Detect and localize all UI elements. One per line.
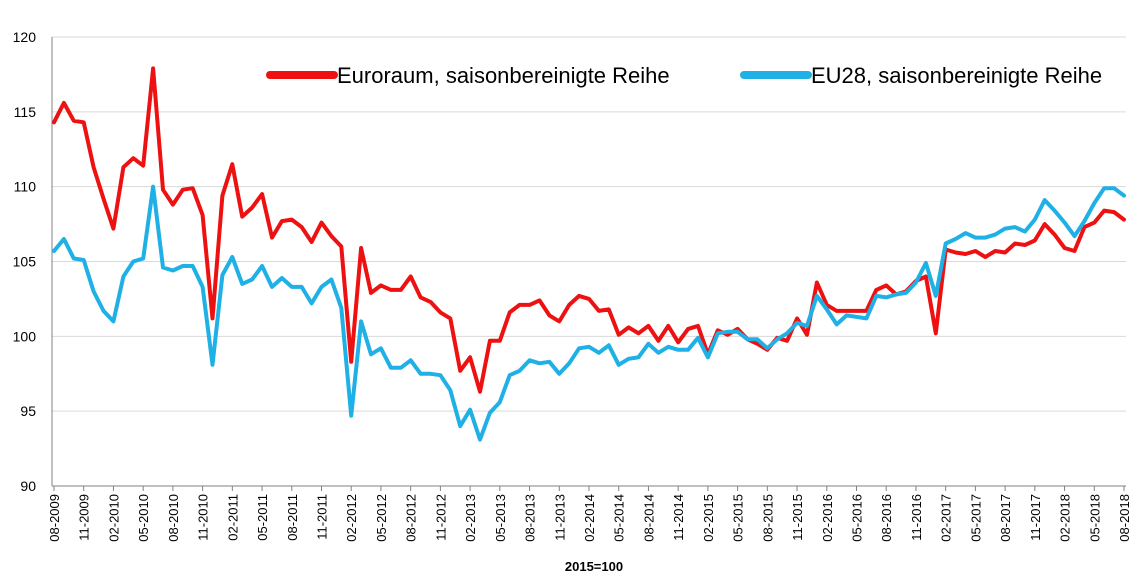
x-tick-label: 05-2016 xyxy=(850,494,865,542)
y-axis-tick-labels: 90 95 100 105 110 115 120 xyxy=(13,29,37,494)
y-tick-label: 120 xyxy=(13,29,37,45)
x-tick-label: 05-2010 xyxy=(136,494,151,542)
x-tick-label: 08-2012 xyxy=(404,494,419,542)
x-tick-label: 02-2013 xyxy=(463,494,478,542)
x-tick-label: 11-2012 xyxy=(433,494,448,541)
x-tick-label: 11-2011 xyxy=(315,494,330,540)
x-axis-label: 2015=100 xyxy=(565,559,623,574)
x-tick-label: 05-2018 xyxy=(1087,494,1102,542)
legend: Euroraum, saisonbereinigte Reihe EU28, s… xyxy=(266,63,1102,88)
x-tick-label: 05-2015 xyxy=(731,494,746,542)
x-tick-label: 02-2017 xyxy=(939,494,954,542)
x-tick-label: 02-2012 xyxy=(344,494,359,542)
x-tick-label: 08-2016 xyxy=(879,494,894,542)
y-tick-label: 105 xyxy=(13,254,37,270)
x-tick-label: 08-2017 xyxy=(998,494,1013,542)
x-tick-label: 02-2016 xyxy=(820,494,835,542)
x-tick-label: 05-2011 xyxy=(255,494,270,541)
x-tick-label: 08-2013 xyxy=(523,494,538,542)
x-tick-label: 11-2015 xyxy=(790,494,805,541)
x-tick-label: 05-2013 xyxy=(493,494,508,542)
x-tick-label: 08-2009 xyxy=(47,494,62,542)
y-tick-label: 110 xyxy=(14,179,37,195)
x-tick-label: 08-2010 xyxy=(166,494,181,542)
x-tick-label: 02-2015 xyxy=(701,494,716,542)
y-tick-label: 90 xyxy=(20,478,36,494)
legend-label-eu28: EU28, saisonbereinigte Reihe xyxy=(811,63,1102,88)
x-tick-label: 08-2018 xyxy=(1117,494,1132,542)
x-tick-label: 11-2016 xyxy=(909,494,924,541)
x-tick-label: 11-2017 xyxy=(1028,494,1043,541)
series-lines xyxy=(52,66,1126,442)
x-tick-label: 02-2010 xyxy=(106,494,121,542)
x-tick-label: 11-2009 xyxy=(77,494,92,541)
x-tick-label: 02-2011 xyxy=(225,494,240,541)
x-tick-label: 11-2014 xyxy=(671,494,686,541)
x-tick-label: 05-2014 xyxy=(612,494,627,542)
series-line-1 xyxy=(52,184,1126,442)
y-tick-label: 95 xyxy=(20,403,36,419)
x-tick-label: 05-2012 xyxy=(374,494,389,542)
x-tick-label: 05-2017 xyxy=(968,494,983,542)
x-tick-label: 08-2015 xyxy=(760,494,775,542)
x-tick-label: 11-2010 xyxy=(196,494,211,541)
x-tick-label: 02-2014 xyxy=(582,494,597,542)
legend-label-euroraum: Euroraum, saisonbereinigte Reihe xyxy=(337,63,670,88)
x-axis-tick-labels: 08-2009 11-2009 02-2010 05-2010 08-2010 11-20… xyxy=(47,486,1132,542)
x-tick-label: 02-2018 xyxy=(1058,494,1073,542)
y-tick-label: 115 xyxy=(14,104,37,120)
x-tick-label: 08-2014 xyxy=(641,494,656,542)
y-tick-label: 100 xyxy=(13,328,37,344)
x-tick-label: 08-2011 xyxy=(285,494,300,541)
x-tick-label: 11-2013 xyxy=(552,494,567,541)
